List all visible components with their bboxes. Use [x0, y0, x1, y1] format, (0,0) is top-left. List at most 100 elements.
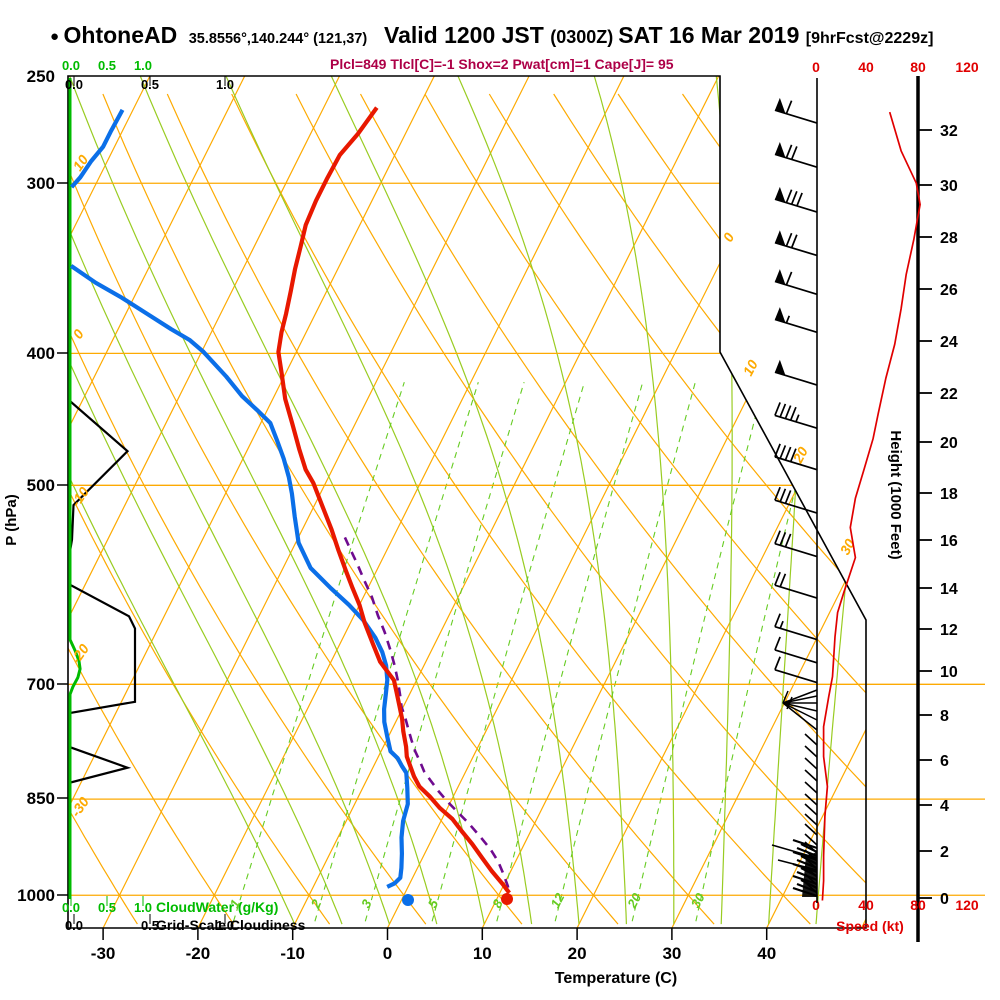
- temp-tick-label: -10: [280, 944, 305, 963]
- speed-tick-label: 40: [858, 897, 874, 913]
- mixing-ratio-label: 3: [358, 896, 375, 910]
- dry-adiabat-line: [68, 93, 331, 925]
- pressure-tick-label: 400: [27, 344, 55, 363]
- height-tick-label: 0: [940, 891, 949, 908]
- mixing-ratio-line: [364, 382, 525, 922]
- height-tick-label: 10: [940, 664, 958, 681]
- pressure-tick-label: 1000: [17, 886, 55, 905]
- height-tick-label: 20: [940, 435, 958, 452]
- mixing-ratio-line: [631, 382, 765, 922]
- isotherm-line: [197, 76, 625, 928]
- isotherm-line: [386, 76, 815, 928]
- temp-tick-label: -20: [186, 944, 211, 963]
- mixing-ratio-line: [496, 382, 644, 922]
- dry-adiabat-line: [166, 93, 715, 925]
- speed-tick-label: 0: [812, 897, 820, 913]
- background-grid: [68, 76, 866, 928]
- moist-adiabat-line: [68, 76, 296, 925]
- station-coords: 35.8556°,140.244° (121,37): [188, 31, 368, 47]
- cloudwater-scale-label: 0.0: [62, 58, 80, 73]
- wind-fan-shaft: [782, 689, 818, 704]
- light-wind-tick: [804, 833, 818, 846]
- mixing-ratio-line: [554, 382, 696, 922]
- wind-barb: [774, 625, 818, 641]
- pressure-tick-label: 300: [27, 174, 55, 193]
- cloudiness-scale-label: 0.0: [65, 918, 83, 933]
- isotherm-line: [292, 76, 720, 928]
- moist-adiabat-line: [139, 76, 485, 925]
- height-tick-label: 12: [940, 622, 958, 639]
- light-wind-tick: [804, 733, 818, 746]
- isotherm-line: [102, 76, 530, 928]
- mixing-ratio-line: [695, 382, 822, 922]
- station-marker-icon: ●: [50, 28, 60, 45]
- dry-adiabat-line: [488, 93, 866, 925]
- moist-adiabat-line: [815, 76, 866, 925]
- wind-barb: [774, 668, 818, 684]
- isotherm-line: [68, 76, 151, 928]
- cloudwater-scale-label: 0.0: [62, 900, 80, 915]
- forecast-tag: [9hrFcst@2229z]: [805, 30, 934, 47]
- isotherm-line: [576, 76, 866, 928]
- light-wind-tick: [804, 803, 818, 816]
- station-name: OhtoneAD: [63, 22, 178, 48]
- height-tick-label: 28: [940, 230, 958, 247]
- speed-curve: [821, 111, 921, 901]
- dry-adiabat-line: [68, 93, 234, 925]
- mixing-ratio-line: [314, 382, 479, 922]
- cloudwater-scale-label: 1.0: [134, 58, 152, 73]
- dry-adiabat-line: [68, 93, 427, 925]
- dry-adiabat-line: [68, 93, 523, 925]
- valid-zulu: (0300Z): [550, 27, 619, 47]
- speed-tick-label: 40: [858, 59, 874, 75]
- mixing-ratio-line: [431, 382, 585, 922]
- moist-adiabat-line: [715, 76, 733, 925]
- pressure-tick-label: 500: [27, 476, 55, 495]
- light-wind-tick: [804, 793, 818, 806]
- isotherm-line: [766, 76, 866, 928]
- isotherm-line: [68, 76, 435, 928]
- dry-adiabat-label: 10: [69, 152, 91, 174]
- cloudwater-scale-label: 0.5: [98, 58, 116, 73]
- title-valid: Valid 1200 JST (0300Z) SAT 16 Mar 2019 […: [384, 22, 933, 49]
- mixing-ratio-label: 30: [688, 890, 708, 910]
- height-tick-label: 16: [940, 533, 958, 550]
- plot-frame: [67, 75, 867, 929]
- surface-dewpoint-dot: [402, 894, 414, 906]
- cloudiness-title: Grid-Scale Cloudiness: [156, 917, 306, 933]
- isotherm-line: [68, 76, 246, 928]
- speed-tick-label: 80: [910, 897, 926, 913]
- subtitle-params: Plcl=849 Tlcl[C]=-1 Shox=2 Pwat[cm]=1 Ca…: [330, 56, 674, 72]
- cloudwater-title: CloudWater (g/Kg): [156, 899, 278, 915]
- mixing-ratio-label: 12: [547, 890, 567, 910]
- moist-adiabat-line: [68, 76, 390, 925]
- height-tick-label: 32: [940, 123, 958, 140]
- isotherm-label: 0: [720, 230, 738, 245]
- speed-tick-label: 120: [955, 59, 979, 75]
- height-tick-label: 4: [940, 798, 949, 815]
- temp-tick-label: 30: [662, 944, 681, 963]
- light-wind-tick: [804, 781, 818, 794]
- cloudwater-profile: [68, 78, 82, 899]
- wind-barb: [774, 198, 818, 213]
- dry-adiabat-line: [102, 93, 619, 925]
- dry-adiabat-line: [295, 93, 866, 925]
- temp-tick-label: 0: [383, 944, 392, 963]
- title-station: ● OhtoneAD 35.8556°,140.244° (121,37): [50, 22, 367, 49]
- dry-adiabat-line: [359, 93, 866, 925]
- temp-tick-label: -30: [91, 944, 116, 963]
- wind-barb: [774, 153, 818, 169]
- cloudiness-profile: [67, 78, 137, 899]
- speed-axis-title: Speed (kt): [836, 918, 904, 934]
- isotherm-label: 10: [740, 357, 762, 378]
- dry-adiabat-line: [68, 93, 138, 925]
- wind-barb: [774, 584, 818, 599]
- moist-adiabat-line: [68, 76, 438, 925]
- speed-tick-label: 0: [812, 59, 820, 75]
- wind-barb: [774, 649, 818, 664]
- valid-date: SAT 16 Mar 2019: [618, 22, 806, 48]
- wind-cluster: [802, 852, 817, 897]
- pressure-axis-title: P (hPa): [3, 494, 20, 545]
- wind-barb: [774, 280, 818, 296]
